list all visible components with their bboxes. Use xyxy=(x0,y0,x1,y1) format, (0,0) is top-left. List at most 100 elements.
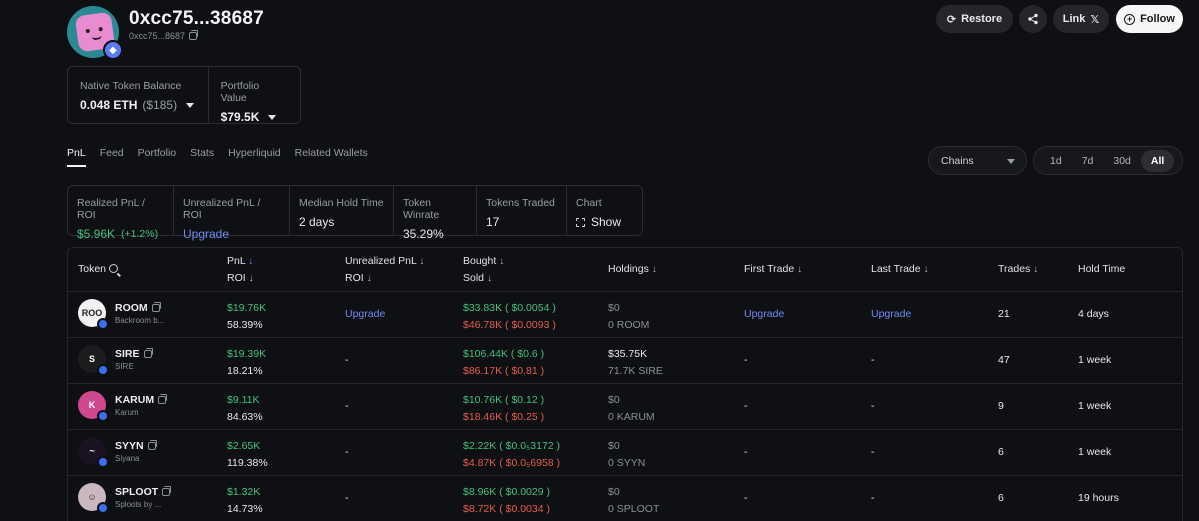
unrealized-value: - xyxy=(345,492,349,504)
header-holdings[interactable]: Holdings ↓ xyxy=(608,263,657,275)
chevron-down-icon[interactable] xyxy=(268,114,277,120)
native-balance[interactable]: Native Token Balance 0.048 ETH ($185) xyxy=(68,67,208,123)
token-logo-icon: ~ xyxy=(78,437,109,468)
sold-value: $4.87K ( $0.0₅6958 ) xyxy=(463,457,561,469)
link-x-button[interactable]: Link 𝕏 xyxy=(1053,5,1109,33)
header-holdings-label: Holdings xyxy=(608,263,649,275)
balance-card: Native Token Balance 0.048 ETH ($185) Po… xyxy=(67,66,301,124)
unrealized-value: - xyxy=(345,400,349,412)
stat-label: Tokens Traded xyxy=(486,197,555,209)
range-all[interactable]: All xyxy=(1140,149,1175,172)
token-symbol[interactable]: ROOM xyxy=(115,302,148,314)
table-row[interactable]: S SIRE SIRE $19.39K 18.21% - $106.44K ( $0.6 )… xyxy=(68,338,1182,384)
table-row[interactable]: ☺ SPLOOT Sploots by ... $1.32K 14.73% - $8.96K… xyxy=(68,476,1182,521)
first-trade-value[interactable]: Upgrade xyxy=(744,308,785,320)
token-logo-icon: ☺ xyxy=(78,483,109,514)
token-symbol[interactable]: SIRE xyxy=(115,348,140,360)
token-symbol[interactable]: SPLOOT xyxy=(115,486,159,498)
header-trades[interactable]: Trades ↓ xyxy=(998,263,1038,275)
chains-dropdown[interactable]: Chains xyxy=(928,146,1027,175)
header-unrealized[interactable]: Unrealized PnL ↓ ROI ↓ xyxy=(345,255,424,284)
table-row[interactable]: K KARUM Karum $9.11K 84.63% - $10.76K ( $0.12 … xyxy=(68,384,1182,430)
tab-feed[interactable]: Feed xyxy=(99,147,124,159)
tab-pnl[interactable]: PnL xyxy=(67,147,86,167)
token-logo-text: ☺ xyxy=(87,492,97,502)
token-symbol[interactable]: KARUM xyxy=(115,394,155,406)
holdings-amount: 0 SYYN xyxy=(608,457,646,469)
unrealized-upgrade-link[interactable]: Upgrade xyxy=(183,227,230,241)
chain-badge-icon xyxy=(97,410,109,422)
bought-value: $8.96K ( $0.0029 ) xyxy=(463,486,550,498)
range-1d[interactable]: 1d xyxy=(1050,154,1062,167)
sold-value: $8.72K ( $0.0034 ) xyxy=(463,503,550,515)
chart-show-button[interactable]: Show xyxy=(591,215,622,229)
copy-icon[interactable] xyxy=(189,30,199,40)
tab-hyperliquid[interactable]: Hyperliquid xyxy=(228,147,281,159)
chain-badge-icon xyxy=(97,318,109,330)
restore-button[interactable]: ⟳ Restore xyxy=(936,5,1013,33)
holdings-usd: $0 xyxy=(608,394,620,406)
holdings-usd: $35.75K xyxy=(608,348,648,360)
pnl-value: $9.11K xyxy=(227,394,260,406)
realized-pnl-value: $5.96K xyxy=(77,227,116,241)
header-pnl[interactable]: PnL ↓ ROI ↓ xyxy=(227,255,254,284)
unrealized-value: - xyxy=(345,446,349,458)
header-unrealized-label: Unrealized PnL xyxy=(345,255,417,267)
trades-value: 6 xyxy=(998,446,1004,458)
header-token-label: Token xyxy=(78,263,107,275)
token-symbol[interactable]: SYYN xyxy=(115,440,144,452)
tab-related-wallets[interactable]: Related Wallets xyxy=(294,147,368,159)
holdings-amount: 71.7K SIRE xyxy=(608,365,663,377)
copy-icon[interactable] xyxy=(162,486,172,496)
tab-stats[interactable]: Stats xyxy=(190,147,215,159)
hold-time-value: 19 hours xyxy=(1078,492,1119,504)
portfolio-value[interactable]: Portfolio Value $79.5K xyxy=(207,67,300,124)
chevron-down-icon[interactable] xyxy=(186,102,195,108)
sort-down-icon: ↓ xyxy=(419,256,425,267)
table-row[interactable]: ROO ROOM Backroom b... $19.76K 58.39% Upgrade… xyxy=(68,292,1182,338)
copy-icon[interactable] xyxy=(147,440,157,450)
last-trade-value[interactable]: Upgrade xyxy=(871,308,912,320)
last-trade-value: - xyxy=(871,400,875,412)
sold-value: $46.78K ( $0.0093 ) xyxy=(463,319,556,331)
stat-label: Median Hold Time xyxy=(299,197,384,209)
tab-portfolio[interactable]: Portfolio xyxy=(137,147,177,159)
search-icon[interactable] xyxy=(109,264,119,273)
sold-value: $86.17K ( $0.81 ) xyxy=(463,365,545,377)
table-row[interactable]: ~ SYYN Siyana $2.65K 119.38% - $2.22K ( $0.0₅3… xyxy=(68,430,1182,476)
unrealized-value[interactable]: Upgrade xyxy=(345,308,386,320)
pnl-value: $19.39K xyxy=(227,348,267,360)
stat-chart[interactable]: Chart Show xyxy=(566,186,642,235)
refresh-icon: ⟳ xyxy=(946,13,957,26)
header-first-trade[interactable]: First Trade ↓ xyxy=(744,263,802,275)
share-icon xyxy=(1028,13,1038,25)
copy-icon[interactable] xyxy=(143,348,153,358)
roi-value: 58.39% xyxy=(227,319,263,331)
roi-value: 18.21% xyxy=(227,365,263,377)
hold-time-value: 4 days xyxy=(1078,308,1109,320)
range-30d[interactable]: 30d xyxy=(1113,154,1131,167)
range-7d[interactable]: 7d xyxy=(1081,154,1094,167)
header-last-trade[interactable]: Last Trade ↓ xyxy=(871,263,929,275)
token-logo-text: ROO xyxy=(81,308,103,318)
header-sold-label: Sold xyxy=(463,272,485,284)
roi-value: 14.73% xyxy=(227,503,263,515)
wallet-title: 0xcc75...38687 xyxy=(129,8,264,29)
link-label: Link xyxy=(1062,13,1086,25)
realized-roi-value: (+1.2%) xyxy=(121,228,159,240)
header-first-trade-label: First Trade xyxy=(744,263,795,275)
follow-button[interactable]: + Follow xyxy=(1116,5,1183,33)
stat-realized-pnl: Realized PnL / ROI $5.96K (+1.2%) xyxy=(68,186,173,241)
copy-icon[interactable] xyxy=(151,302,161,312)
sort-down-icon: ↓ xyxy=(1033,264,1039,275)
header-bought[interactable]: Bought ↓ Sold ↓ xyxy=(463,255,504,284)
stat-label: Token Winrate xyxy=(403,197,440,221)
chevron-down-icon xyxy=(1007,159,1015,164)
header-token[interactable]: Token xyxy=(78,263,119,275)
last-trade-value: - xyxy=(871,446,875,458)
copy-icon[interactable] xyxy=(158,394,168,404)
native-balance-label: Native Token Balance xyxy=(80,80,182,92)
wallet-address-text: 0xcc75...8687 xyxy=(129,31,186,41)
header-hold-time[interactable]: Hold Time xyxy=(1078,263,1125,275)
share-button[interactable] xyxy=(1019,5,1047,33)
